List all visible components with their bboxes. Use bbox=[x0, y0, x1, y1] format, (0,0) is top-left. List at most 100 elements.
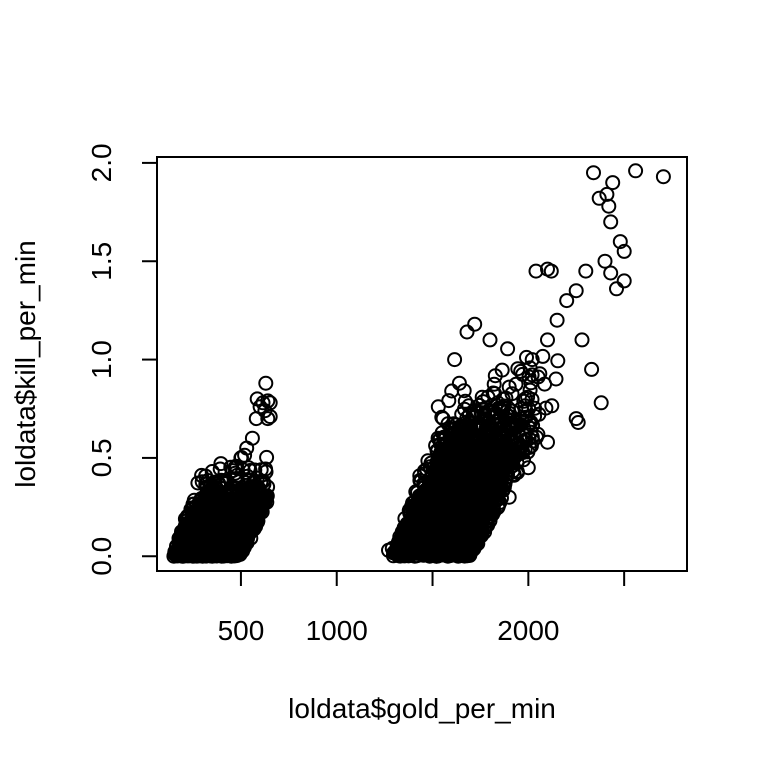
data-point bbox=[453, 529, 469, 545]
data-point bbox=[616, 273, 632, 289]
data-point bbox=[175, 544, 190, 560]
data-point bbox=[490, 395, 506, 411]
data-point bbox=[249, 391, 265, 407]
y-tick-label: 0.0 bbox=[86, 537, 117, 576]
data-point bbox=[182, 524, 198, 540]
data-point bbox=[218, 525, 234, 541]
data-point bbox=[262, 409, 278, 425]
data-point bbox=[535, 348, 551, 364]
data-point bbox=[550, 353, 566, 369]
data-point bbox=[530, 426, 546, 442]
data-point bbox=[490, 459, 506, 475]
data-point bbox=[407, 536, 423, 552]
data-point bbox=[524, 352, 540, 368]
data-point bbox=[492, 479, 508, 495]
y-tick-label: 1.5 bbox=[86, 242, 117, 281]
data-point bbox=[412, 468, 428, 484]
data-point bbox=[500, 341, 516, 357]
data-point bbox=[428, 548, 444, 564]
data-point bbox=[411, 490, 427, 506]
data-point bbox=[454, 419, 470, 435]
data-point bbox=[444, 383, 460, 399]
data-point bbox=[501, 489, 517, 505]
data-point bbox=[429, 443, 445, 459]
data-point bbox=[241, 460, 257, 476]
data-point bbox=[428, 460, 444, 476]
data-point bbox=[628, 163, 644, 179]
y-tick-label: 1.0 bbox=[86, 340, 117, 379]
data-point bbox=[487, 484, 503, 500]
data-point bbox=[466, 491, 482, 507]
data-point bbox=[540, 332, 555, 348]
data-point bbox=[482, 456, 498, 472]
data-point bbox=[457, 393, 473, 409]
data-point bbox=[448, 446, 463, 462]
data-point bbox=[501, 379, 517, 395]
data-point bbox=[559, 293, 575, 309]
data-point bbox=[228, 492, 244, 508]
data-point bbox=[258, 375, 274, 391]
data-point bbox=[540, 434, 555, 450]
data-point bbox=[485, 463, 501, 479]
data-point bbox=[478, 411, 494, 427]
points-layer bbox=[166, 163, 671, 564]
data-point bbox=[259, 489, 274, 505]
y-axis: 0.0 0.5 1.0 1.5 2.0 bbox=[86, 143, 157, 576]
data-point bbox=[591, 190, 607, 206]
data-point bbox=[435, 411, 451, 427]
data-point bbox=[434, 425, 450, 441]
data-point bbox=[548, 371, 564, 387]
x-axis-title: loldata$gold_per_min bbox=[288, 693, 556, 724]
data-point bbox=[520, 389, 536, 405]
data-point bbox=[463, 536, 479, 552]
data-point bbox=[616, 243, 632, 259]
data-point bbox=[223, 548, 239, 564]
data-point bbox=[215, 474, 231, 490]
data-point bbox=[599, 186, 615, 202]
data-point bbox=[493, 422, 509, 438]
data-point bbox=[518, 409, 534, 425]
data-point bbox=[204, 548, 220, 564]
data-point bbox=[434, 534, 450, 550]
x-tick-label: 2000 bbox=[497, 615, 559, 646]
data-point bbox=[244, 430, 260, 446]
data-point bbox=[467, 409, 483, 425]
data-point bbox=[609, 281, 624, 297]
data-point bbox=[209, 513, 225, 529]
data-point bbox=[213, 456, 229, 472]
data-point bbox=[229, 509, 245, 525]
data-point bbox=[497, 461, 512, 477]
data-point bbox=[250, 481, 266, 497]
y-tick-label: 0.5 bbox=[86, 438, 117, 477]
data-point bbox=[514, 413, 530, 429]
data-point bbox=[427, 476, 443, 492]
data-point bbox=[549, 312, 565, 328]
data-point bbox=[478, 421, 494, 437]
data-point bbox=[166, 548, 182, 564]
x-tick-label: 1000 bbox=[306, 615, 368, 646]
data-point bbox=[508, 376, 524, 392]
data-point bbox=[482, 513, 498, 529]
data-point bbox=[578, 263, 594, 279]
data-point bbox=[584, 361, 600, 377]
data-point bbox=[461, 398, 477, 414]
data-point bbox=[214, 490, 229, 506]
data-point bbox=[198, 468, 214, 484]
data-point bbox=[574, 332, 590, 348]
data-point bbox=[440, 468, 456, 484]
data-point bbox=[475, 441, 491, 456]
data-point bbox=[412, 472, 428, 488]
data-point bbox=[484, 444, 500, 460]
data-point bbox=[445, 500, 461, 516]
data-point bbox=[195, 548, 211, 564]
data-point bbox=[200, 513, 216, 529]
data-point bbox=[237, 489, 253, 505]
y-tick-label: 2.0 bbox=[86, 143, 117, 182]
data-point bbox=[444, 542, 460, 558]
data-point bbox=[206, 533, 222, 548]
data-point bbox=[417, 546, 433, 562]
data-point bbox=[233, 544, 249, 560]
data-point bbox=[513, 363, 529, 379]
data-point bbox=[416, 489, 432, 505]
